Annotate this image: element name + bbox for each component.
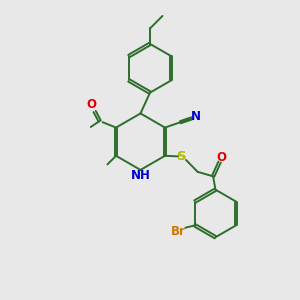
Text: Br: Br (170, 225, 185, 238)
Text: O: O (87, 98, 97, 112)
Text: O: O (216, 151, 226, 164)
Text: N: N (191, 110, 201, 123)
Text: S: S (177, 150, 187, 163)
Text: NH: NH (130, 169, 150, 182)
